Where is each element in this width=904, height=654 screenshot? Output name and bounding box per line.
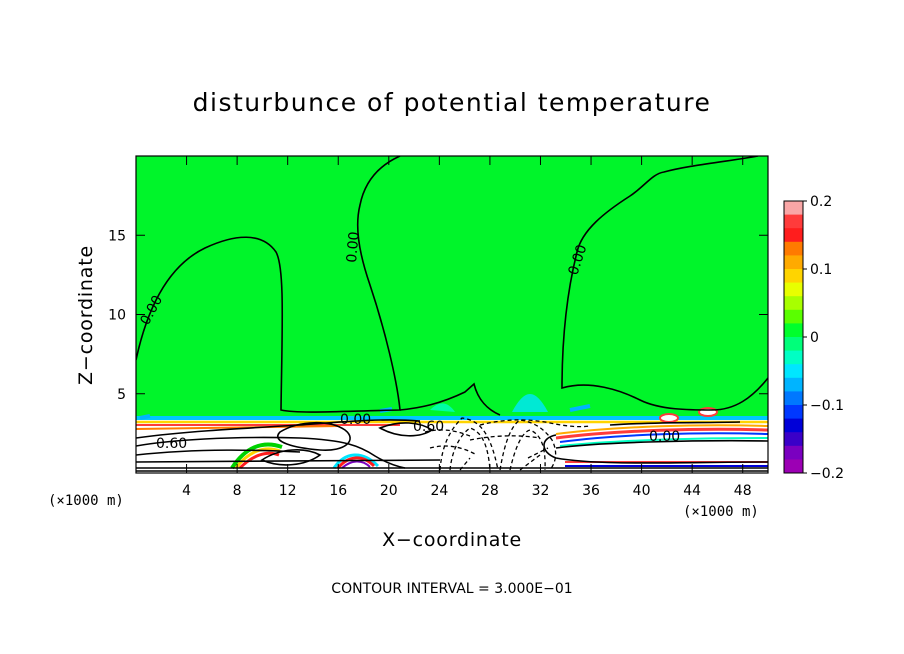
colorbar-swatch: [784, 323, 803, 338]
x-tick-label: 32: [532, 483, 550, 499]
contour-label: 0.60: [156, 436, 187, 452]
colorbar-swatch: [784, 228, 803, 243]
y-tick-label: 10: [108, 308, 126, 324]
x-tick-label: 24: [430, 483, 448, 499]
x-tick-label: 20: [380, 483, 398, 499]
contour-lines: [136, 156, 768, 472]
colorbar-tick-label: −0.1: [810, 398, 844, 414]
contour-interval-note: CONTOUR INTERVAL = 3.000E−01: [331, 581, 572, 597]
colorbar-swatch: [784, 377, 803, 392]
x-tick-label: 28: [481, 483, 499, 499]
colorbar-swatch: [784, 445, 803, 460]
colorbar-swatch: [784, 201, 803, 216]
x-unit-label-right: (×1000 m): [683, 504, 759, 520]
colorbar-swatch: [784, 214, 803, 229]
colorbar-swatch: [784, 296, 803, 311]
colorbar-tick-label: 0.2: [810, 194, 832, 210]
x-unit-label-left: (×1000 m): [48, 493, 124, 509]
contour-label: 0.00: [649, 429, 680, 445]
colorbar-swatch: [784, 391, 803, 406]
colorbar-swatch: [784, 350, 803, 365]
colorbar-tick-label: 0.1: [810, 262, 832, 278]
contour-label: 0.00: [344, 231, 363, 263]
colorbar-swatch: [784, 241, 803, 256]
colorbar-swatch: [784, 364, 803, 379]
colorbar-swatch: [784, 418, 803, 433]
x-axis-label: X−coordinate: [382, 529, 522, 551]
x-tick-label: 16: [329, 483, 347, 499]
x-tick-label: 44: [683, 483, 701, 499]
x-tick-label: 48: [734, 483, 752, 499]
colorbar-swatch: [784, 255, 803, 270]
low-level-layer: [136, 394, 768, 473]
colorbar-swatch: [784, 269, 803, 284]
contour-labels: 0.00 0.00 0.00 0.00 0.60 0.60 0.00: [137, 231, 680, 452]
x-tick-label: 40: [633, 483, 651, 499]
chart-title: disturbunce of potential temperature: [193, 88, 712, 117]
plot-area: 0.00 0.00 0.00 0.00 0.60 0.60 0.00: [136, 156, 768, 473]
x-tick-label: 36: [582, 483, 600, 499]
colorbar-swatch: [784, 405, 803, 420]
colorbar-swatch: [784, 337, 803, 352]
colorbar-tick-label: −0.2: [810, 466, 844, 482]
colorbar-swatch: [784, 282, 803, 297]
x-tick-label: 8: [233, 483, 242, 499]
dashed-contours: [424, 417, 591, 471]
x-axis-ticks: 4 8 12 16 20 24 28 32 36 40 44 48: [182, 156, 752, 499]
y-axis-label: Z−coordinate: [75, 245, 97, 385]
contour-label: 0.60: [413, 419, 444, 435]
y-tick-label: 5: [117, 387, 126, 403]
contour-label: 0.00: [340, 412, 371, 428]
y-axis-ticks: 5 10 15: [108, 228, 768, 403]
colorbar-tick-label: 0: [810, 330, 819, 346]
colorbar-swatch: [784, 459, 803, 474]
colorbar: [783, 200, 804, 474]
x-tick-label: 4: [182, 483, 191, 499]
colorbar-swatch: [784, 309, 803, 324]
colorbar-swatch: [784, 432, 803, 447]
y-tick-label: 15: [108, 228, 126, 244]
colorbar-tick-labels: 0.2 0.1 0 −0.1 −0.2: [803, 194, 844, 482]
x-tick-label: 12: [279, 483, 297, 499]
